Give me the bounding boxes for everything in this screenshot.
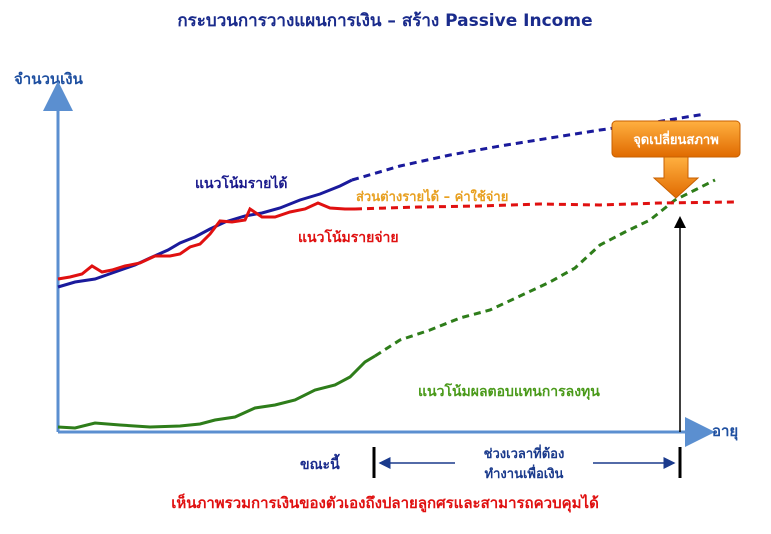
work-period-label-line1: ช่วงเวลาที่ต้อง xyxy=(484,444,565,462)
investment-return-line-solid xyxy=(57,354,376,430)
turning-point-label: จุดเปลี่ยนสภาพ xyxy=(633,130,719,148)
x-axis-label: อายุ xyxy=(712,422,738,441)
y-axis-label: จำนวนเงิน xyxy=(14,70,84,88)
income-trend-label: แนวโน้มรายได้ xyxy=(195,174,288,192)
work-period-label-bg xyxy=(455,443,593,483)
investment-return-line-dashed xyxy=(374,178,716,358)
page-title: กระบวนการวางแผนการเงิน – สร้าง Passive I… xyxy=(177,11,592,31)
work-period-label-line2: ทำงานเพื่อเงิน xyxy=(485,464,564,482)
turning-point-down-arrow xyxy=(652,156,700,199)
now-label: ขณะนี้ xyxy=(300,453,340,473)
income-trend-line-solid xyxy=(57,178,353,289)
difference-label: ส่วนต่างรายได้ – ค่าใช้จ่าย xyxy=(356,188,508,205)
footer-caption: เห็นภาพรวมการเงินของตัวเองถึงปลายลูกศรแล… xyxy=(171,493,599,513)
expense-trend-line-dashed xyxy=(354,200,736,211)
expense-trend-line-solid xyxy=(57,201,355,281)
investment-return-label: แนวโน้มผลตอบแทนการลงทุน xyxy=(418,382,600,400)
expense-trend-label: แนวโน้มรายจ่าย xyxy=(298,228,399,246)
